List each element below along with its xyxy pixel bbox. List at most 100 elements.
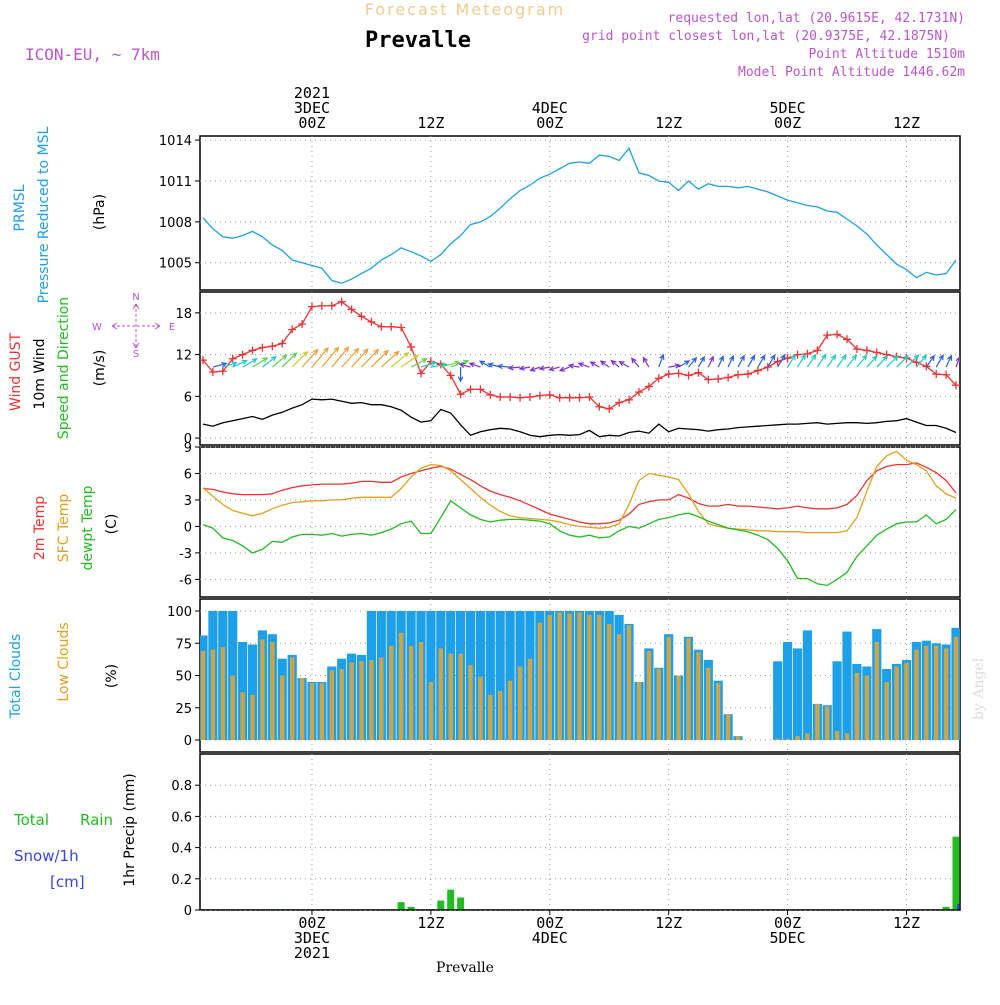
label-total-clouds: Total Clouds bbox=[8, 634, 24, 719]
wind-arrow bbox=[630, 357, 640, 368]
low-cloud-bar bbox=[934, 645, 939, 740]
wind-arrow bbox=[886, 355, 899, 368]
gust-marker bbox=[615, 398, 624, 407]
top-time-label: 5DEC bbox=[770, 99, 806, 117]
low-cloud-bar bbox=[706, 667, 711, 740]
gust-marker bbox=[446, 371, 455, 380]
series-line bbox=[202, 398, 957, 438]
label-hpa: (hPa) bbox=[92, 194, 108, 230]
rain-bar bbox=[952, 836, 960, 910]
wind-arrow bbox=[529, 366, 541, 372]
panel-temperature: -6 -3 0 3 6 9 bbox=[179, 441, 961, 598]
low-cloud-bar bbox=[567, 613, 572, 740]
gust-marker bbox=[377, 322, 386, 331]
low-cloud-bar bbox=[834, 731, 840, 740]
low-cloud-bar bbox=[220, 647, 225, 740]
wind-arrow bbox=[658, 353, 665, 368]
wind-arrow bbox=[668, 363, 682, 369]
wind-arrow bbox=[610, 359, 620, 368]
wind-arrow bbox=[678, 360, 691, 368]
wind-compass: N S W E bbox=[92, 292, 175, 360]
y-tick-label: 100 bbox=[167, 605, 192, 620]
y-tick-label: -6 bbox=[179, 573, 192, 588]
wind-arrow bbox=[262, 355, 277, 368]
low-cloud-bar bbox=[597, 614, 602, 740]
series-line bbox=[202, 450, 957, 534]
low-cloud-bar bbox=[537, 622, 543, 740]
info-requested: requested lon,lat (20.9615E, 42.1731N) bbox=[668, 11, 965, 26]
wind-arrow bbox=[370, 349, 389, 368]
y-tick-label: 0.2 bbox=[171, 873, 192, 888]
y-tick-label: 0.4 bbox=[171, 842, 192, 857]
gust-marker bbox=[743, 370, 752, 379]
wind-arrow bbox=[212, 362, 228, 368]
low-cloud-bar bbox=[309, 683, 315, 740]
label-low-clouds: Low Clouds bbox=[56, 622, 72, 701]
low-cloud-bar bbox=[448, 653, 453, 740]
low-cloud-bar bbox=[319, 683, 325, 740]
gust-marker bbox=[862, 346, 871, 355]
low-cloud-bar bbox=[874, 642, 879, 740]
product-title: Forecast Meteogram bbox=[365, 0, 565, 19]
gust-marker bbox=[476, 385, 485, 394]
wind-arrow bbox=[767, 354, 776, 368]
rain-bar bbox=[457, 897, 465, 910]
gust-marker bbox=[852, 345, 861, 354]
gust-marker bbox=[327, 301, 336, 310]
low-cloud-bar bbox=[280, 675, 285, 740]
gust-marker bbox=[535, 391, 544, 400]
wind-arrow bbox=[291, 350, 309, 368]
y-tick-label: 12 bbox=[175, 349, 192, 364]
rain-bar bbox=[397, 902, 405, 910]
bottom-time-label: 5DEC bbox=[770, 929, 806, 947]
top-time-label: 00Z bbox=[536, 114, 563, 132]
wind-arrow bbox=[361, 348, 380, 368]
y-tick-label: 25 bbox=[175, 702, 192, 717]
wind-arrow bbox=[400, 354, 420, 368]
wind-arrow bbox=[507, 364, 521, 371]
low-cloud-bar bbox=[854, 672, 860, 740]
low-cloud-bar bbox=[716, 683, 721, 740]
info-gridpoint: grid point closest lon,lat (20.9375E, 42… bbox=[582, 29, 950, 44]
panel-plot bbox=[200, 611, 960, 741]
wind-arrow bbox=[468, 362, 481, 368]
low-cloud-bar bbox=[735, 736, 741, 740]
wind-arrow bbox=[271, 354, 288, 368]
label-1hr-precip: 1hr Precip (mm) bbox=[122, 773, 138, 886]
y-tick-label: 0 bbox=[184, 520, 192, 535]
panel-frame bbox=[199, 135, 961, 291]
model-label: ICON-EU, ~ 7km bbox=[25, 45, 160, 64]
wind-arrow bbox=[688, 356, 698, 368]
gust-marker bbox=[634, 388, 643, 397]
wind-arrow bbox=[380, 350, 400, 368]
low-cloud-bar bbox=[547, 614, 552, 740]
rain-bar bbox=[942, 906, 950, 910]
wind-arrow bbox=[836, 354, 847, 368]
bottom-time-label: 00Z bbox=[536, 914, 563, 932]
label-ms: (m/s) bbox=[92, 350, 108, 387]
low-cloud-bar bbox=[815, 703, 820, 740]
wind-arrow bbox=[478, 360, 491, 368]
low-cloud-bar bbox=[775, 738, 780, 740]
gust-marker bbox=[674, 369, 683, 378]
gust-marker bbox=[208, 367, 217, 376]
gust-marker bbox=[605, 404, 614, 413]
low-cloud-bar bbox=[825, 706, 830, 740]
wind-arrow bbox=[599, 360, 610, 368]
top-time-label: 00Z bbox=[298, 114, 325, 132]
y-tick-label: 0 bbox=[184, 432, 192, 447]
wind-arrow bbox=[806, 353, 817, 368]
gust-marker bbox=[298, 319, 307, 328]
low-cloud-bar bbox=[626, 625, 632, 740]
y-tick-label: 0 bbox=[184, 734, 192, 749]
low-cloud-bar bbox=[557, 612, 562, 740]
low-cloud-bar bbox=[349, 662, 354, 740]
low-cloud-bar bbox=[270, 642, 275, 740]
wind-arrow bbox=[747, 354, 756, 368]
gust-marker bbox=[218, 367, 227, 376]
wind-arrow bbox=[642, 356, 650, 368]
panel-plot bbox=[202, 147, 957, 284]
y-tick-label: 18 bbox=[175, 307, 192, 322]
